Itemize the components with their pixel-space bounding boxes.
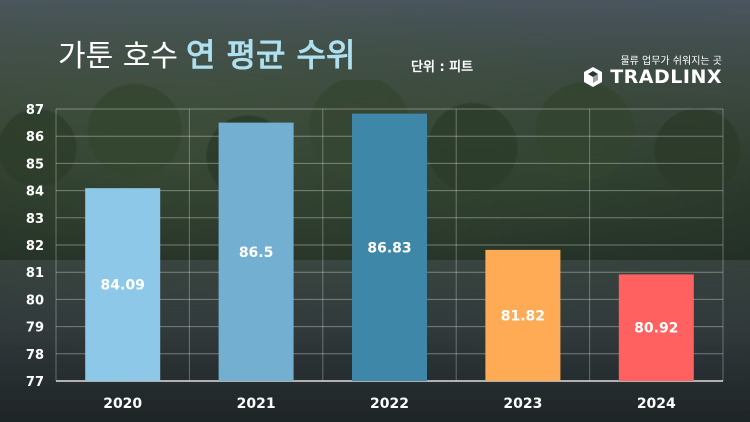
y-tick-label: 85 — [26, 157, 44, 172]
bar-2021 — [218, 122, 294, 381]
bar-value-label: 81.82 — [501, 308, 545, 324]
bar-2022 — [352, 113, 427, 382]
bar-value-label: 86.83 — [367, 240, 411, 256]
y-tick-label: 86 — [26, 130, 44, 145]
bars: 84.09 86.5 86.83 81.82 80.92 — [85, 113, 694, 382]
y-tick-label: 83 — [26, 212, 44, 227]
title-light: 가툰 호수 — [58, 39, 178, 74]
brand-tagline: 물류 업무가 쉬워지는 곳 — [620, 56, 722, 67]
y-tick-label: 87 — [26, 103, 44, 118]
y-tick-label: 81 — [26, 266, 44, 281]
title-bold: 연 평균 수위 — [185, 36, 356, 74]
bar-value-label: 86.5 — [239, 245, 274, 261]
y-tick-label: 79 — [26, 321, 44, 336]
cube-logo-icon — [584, 67, 603, 87]
y-tick-label: 77 — [26, 375, 44, 390]
x-tick-label: 2023 — [503, 396, 542, 412]
y-tick-label: 80 — [26, 293, 44, 308]
bar-2020 — [85, 188, 161, 381]
bar-value-label: 80.92 — [634, 321, 678, 337]
x-tick-label: 2024 — [637, 396, 676, 412]
brand-name: TRADLINX — [610, 66, 722, 88]
unit-label: 단위 : 피트 — [411, 60, 474, 75]
y-axis-ticks: 77 78 79 80 81 82 83 84 85 86 87 — [26, 103, 44, 390]
y-tick-label: 78 — [26, 348, 44, 363]
bar-2023 — [485, 249, 561, 381]
y-tick-label: 82 — [26, 239, 44, 254]
page-title: 가툰 호수 연 평균 수위 — [58, 30, 355, 76]
x-tick-label: 2020 — [103, 396, 142, 412]
x-tick-label: 2022 — [370, 396, 409, 412]
y-tick-label: 84 — [26, 185, 44, 200]
x-tick-label: 2021 — [237, 396, 276, 412]
x-axis-ticks: 2020 2021 2022 2023 2024 — [103, 396, 676, 412]
bar-2024 — [618, 274, 694, 381]
bar-value-label: 84.09 — [101, 278, 145, 294]
brand-logo: TRADLINX — [582, 66, 722, 88]
